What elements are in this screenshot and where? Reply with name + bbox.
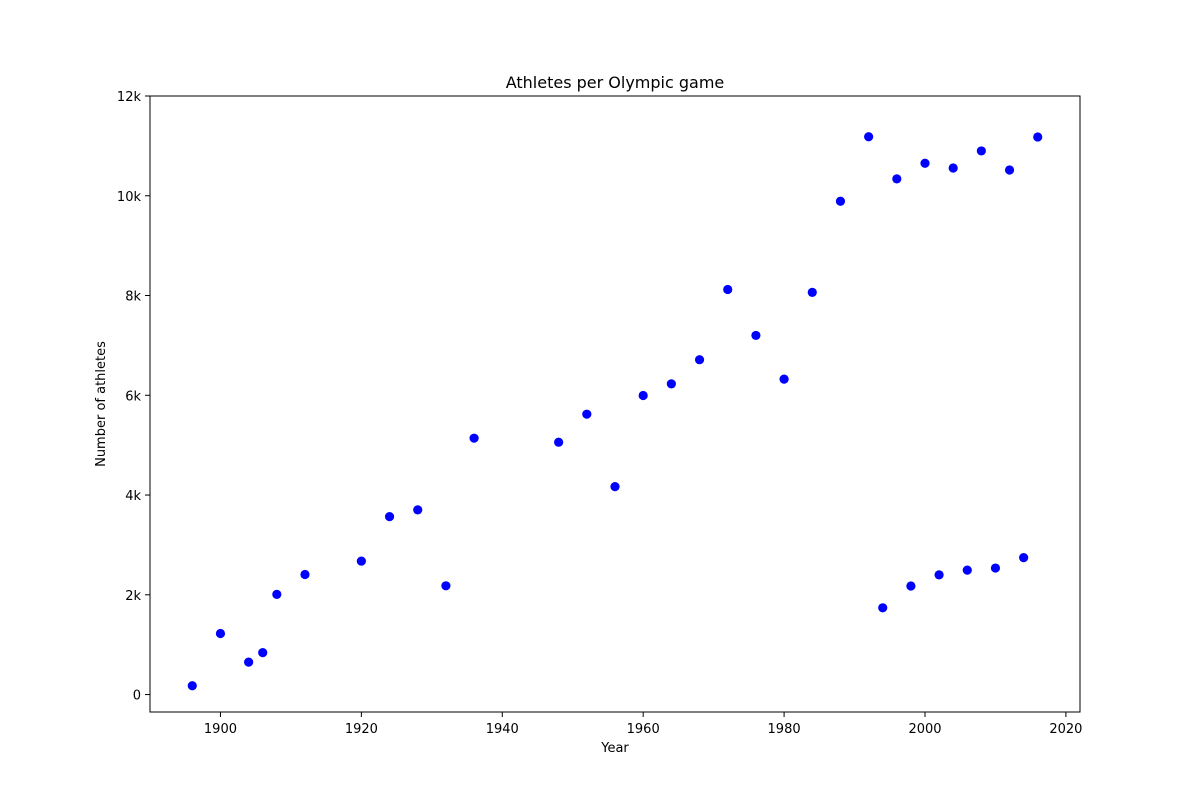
y-tick-label: 4k <box>125 489 141 504</box>
data-point <box>258 647 268 658</box>
data-point <box>666 379 676 389</box>
data-point <box>807 287 817 297</box>
x-tick-label: 2020 <box>1049 722 1082 737</box>
data-point <box>694 355 705 365</box>
x-axis-label: Year <box>600 741 629 756</box>
data-point <box>920 158 930 168</box>
y-axis-label: Number of athletes <box>94 341 109 467</box>
data-point <box>610 481 620 492</box>
data-point <box>272 589 282 599</box>
chart-title: Athletes per Olympic game <box>506 73 725 92</box>
data-point <box>779 374 789 384</box>
data-point <box>1004 165 1015 175</box>
y-tick-label: 0 <box>133 689 141 704</box>
data-point <box>990 563 1001 573</box>
data-point <box>934 570 944 580</box>
y-tick-label: 8k <box>125 290 141 305</box>
data-point <box>441 581 451 591</box>
plot-area-frame <box>149 95 1081 713</box>
data-point <box>300 569 310 580</box>
data-point <box>469 433 479 443</box>
data-point <box>638 390 648 401</box>
data-point <box>244 657 254 667</box>
x-tick-label: 1940 <box>486 722 519 737</box>
data-point <box>187 681 197 691</box>
data-point <box>976 146 986 156</box>
data-point <box>1033 132 1043 142</box>
data-point <box>413 505 423 515</box>
x-tick-label: 1960 <box>627 722 660 737</box>
x-tick-label: 2000 <box>908 722 941 737</box>
data-point <box>906 581 916 591</box>
y-tick-label: 2k <box>125 589 141 604</box>
x-tick-label: 1920 <box>345 722 378 737</box>
data-point <box>892 174 902 184</box>
x-axis-ticks: 1900 1920 1940 1960 1980 2000 2020 <box>204 712 1082 737</box>
data-point <box>582 409 592 419</box>
data-point <box>864 132 874 142</box>
y-tick-label: 6k <box>125 389 141 404</box>
data-point <box>878 603 888 613</box>
data-point <box>554 437 564 447</box>
data-point <box>751 330 761 341</box>
data-point <box>215 628 226 639</box>
x-tick-label: 1900 <box>204 722 237 737</box>
data-point <box>948 163 958 173</box>
y-tick-label: 12k <box>117 90 142 105</box>
data-points <box>187 132 1043 691</box>
data-point <box>1019 553 1029 563</box>
y-tick-label: 10k <box>117 190 142 205</box>
data-point <box>384 512 395 522</box>
x-tick-label: 1980 <box>768 722 801 737</box>
data-point <box>962 565 972 575</box>
y-axis-ticks: 0 2k 4k 6k 8k 10k 12k <box>117 90 150 704</box>
data-point <box>835 196 846 206</box>
data-point <box>356 556 366 566</box>
data-point <box>723 284 733 295</box>
